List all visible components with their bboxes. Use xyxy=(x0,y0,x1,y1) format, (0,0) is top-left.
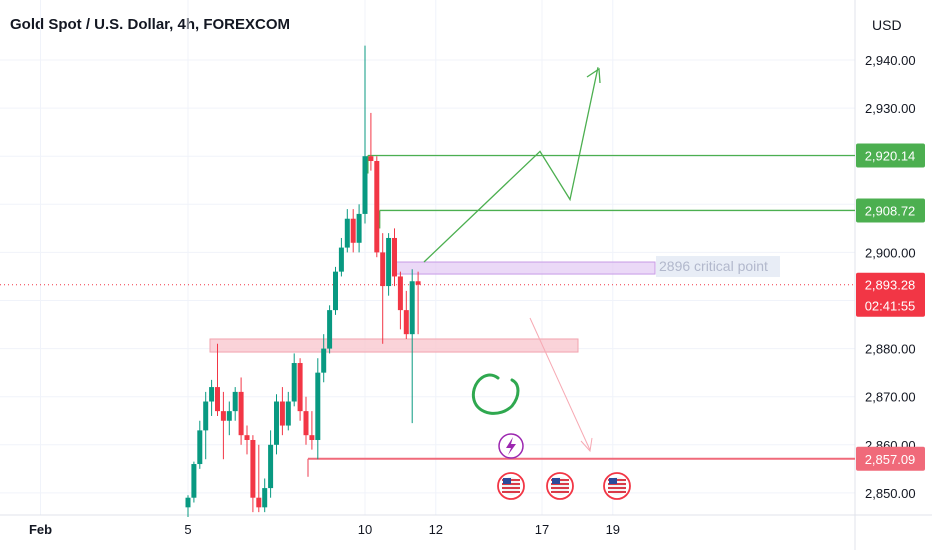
x-tick-label: 10 xyxy=(358,522,372,537)
currency-label: USD xyxy=(872,17,902,33)
flag-stripe xyxy=(608,487,626,489)
critical-zone-label-bg xyxy=(656,256,780,278)
current-price-label: 2,893.28 xyxy=(865,278,916,293)
bullish-arrow-head xyxy=(586,67,601,84)
y-tick-label: 2,930.00 xyxy=(865,101,916,116)
candle-body xyxy=(356,213,362,243)
flag-stripe xyxy=(551,491,569,493)
critical-zone xyxy=(392,261,656,275)
flag-stripe xyxy=(502,487,520,489)
candle-body xyxy=(232,391,238,412)
candle-body xyxy=(291,363,297,402)
lightning-glyph xyxy=(506,437,516,455)
candle-body xyxy=(392,237,397,277)
candle-body xyxy=(279,401,285,426)
candle-body xyxy=(250,439,256,498)
y-tick-label: 2,880.00 xyxy=(865,342,916,357)
flag-canton xyxy=(609,478,617,484)
candle-body xyxy=(409,281,415,335)
candle-body xyxy=(403,310,409,335)
level-price-label: 2,920.14 xyxy=(865,149,916,164)
bullish-projection-path xyxy=(423,67,599,263)
flag-stripe xyxy=(608,491,626,493)
candle-body xyxy=(203,401,209,431)
support-zone xyxy=(209,338,579,353)
candle-body xyxy=(321,348,327,373)
candle-body xyxy=(244,435,250,440)
candle-body xyxy=(197,430,203,465)
flag-canton xyxy=(552,478,560,484)
candle-body xyxy=(256,497,262,508)
level-price-label: 2,908.72 xyxy=(865,203,916,218)
flag-stripe xyxy=(502,491,520,493)
x-tick-label: 19 xyxy=(606,522,620,537)
x-tick-label: 5 xyxy=(184,522,191,537)
candle-body xyxy=(285,401,291,426)
candle-body xyxy=(185,497,191,508)
current-price-tag xyxy=(856,272,925,317)
x-tick-label: 17 xyxy=(535,522,549,537)
level-price-tag xyxy=(856,446,925,471)
candle-body xyxy=(191,464,197,498)
critical-zone-label: 2896 critical point xyxy=(659,258,768,274)
candle-body xyxy=(397,276,403,311)
x-tick-label: Feb xyxy=(29,522,52,537)
hand-drawn-circle xyxy=(471,373,520,415)
candle-body xyxy=(333,271,338,311)
candle-body xyxy=(226,411,232,421)
candle-body xyxy=(327,310,333,349)
bearish-projection-path xyxy=(529,317,591,451)
level-price-tag xyxy=(856,198,925,223)
candle-body xyxy=(220,411,226,421)
candle-body xyxy=(309,435,315,440)
chart-title: Gold Spot / U.S. Dollar, 4h, FOREXCOM xyxy=(10,16,291,33)
x-tick-label: 12 xyxy=(429,522,443,537)
candle-body xyxy=(415,281,421,285)
level-price-label: 2,857.09 xyxy=(865,452,916,467)
candle-body xyxy=(344,218,350,248)
candle-body xyxy=(238,391,244,436)
candle-body xyxy=(350,218,356,243)
y-tick-label: 2,900.00 xyxy=(865,245,916,260)
y-tick-label: 2,850.00 xyxy=(865,486,916,501)
bearish-arrow-head xyxy=(580,437,593,453)
candle-body xyxy=(262,488,268,508)
candle-body xyxy=(380,252,386,287)
candle-body xyxy=(315,372,321,440)
level-price-tag xyxy=(856,143,925,168)
countdown-label: 02:41:55 xyxy=(865,299,916,314)
candle-body xyxy=(209,387,215,402)
flag-canton xyxy=(503,478,511,484)
candle-body xyxy=(274,401,279,445)
candle-body xyxy=(386,237,392,287)
y-tick-label: 2,940.00 xyxy=(865,53,916,68)
y-tick-label: 2,870.00 xyxy=(865,390,916,405)
candle-body xyxy=(338,247,344,272)
candle-body xyxy=(297,363,303,412)
candle-body xyxy=(374,161,380,253)
candle-body xyxy=(362,156,368,214)
candle-body xyxy=(268,444,274,489)
candle-body xyxy=(368,156,374,162)
candle-body xyxy=(303,411,309,436)
flag-stripe xyxy=(551,487,569,489)
candle-body xyxy=(215,387,220,412)
